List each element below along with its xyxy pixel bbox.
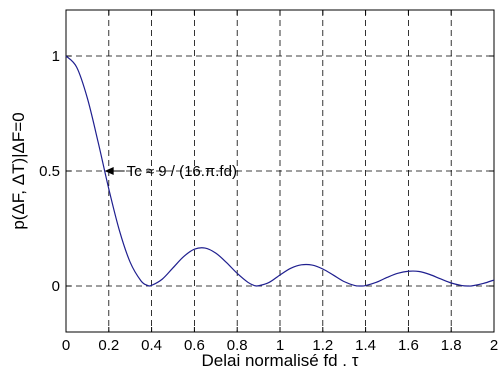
x-tick-label: 2	[490, 337, 498, 354]
series-line	[65, 55, 495, 287]
annotation-text: Tc ≈ 9 / (16.π.fd)	[127, 163, 237, 180]
x-tick-label: 1.8	[441, 337, 462, 354]
annotation-arrow-head	[104, 167, 114, 175]
x-tick-label: 1.2	[312, 337, 333, 354]
x-tick-label: 0	[62, 337, 70, 354]
y-tick-label: 0.5	[39, 163, 60, 180]
x-tick-label: 0.2	[98, 337, 119, 354]
grid	[66, 10, 494, 332]
y-axis-label: p(ΔF, ΔT)|ΔF=0	[9, 112, 28, 229]
y-tick-label: 1	[52, 48, 60, 65]
annotation: Tc ≈ 9 / (16.π.fd)	[104, 163, 237, 180]
x-tick-label: 1.4	[355, 337, 376, 354]
x-axis-label: Delai normalisé fd . τ	[202, 351, 359, 370]
tick-labels: 0 0.2 0.4 0.6 0.8 1 1.2 1.4 1.6 1.8 2 0 0.5 1	[39, 48, 498, 354]
x-tick-label: 0.4	[141, 337, 162, 354]
x-tick-label: 0.6	[184, 337, 205, 354]
x-tick-label: 0.8	[227, 337, 248, 354]
y-tick-label: 0	[52, 278, 60, 295]
ticks	[65, 10, 495, 332]
x-tick-label: 1	[276, 337, 284, 354]
x-tick-label: 1.6	[398, 337, 419, 354]
